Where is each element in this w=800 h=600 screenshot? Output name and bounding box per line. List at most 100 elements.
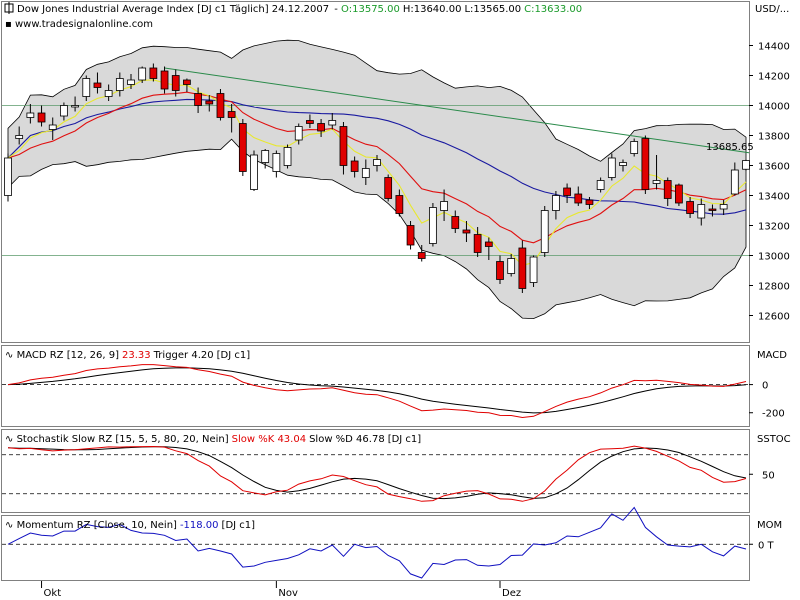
macd-header: ∿ MACD RZ [12, 26, 9] 23.33 Trigger 4.20 [D… bbox=[5, 350, 787, 361]
price-y-tick-label: 14200 bbox=[758, 72, 790, 83]
candle-body-down bbox=[227, 111, 236, 118]
stochastic-title: ∿ Stochastik Slow RZ [15, 5, 5, 80, 20, … bbox=[5, 434, 421, 445]
candle-body-up bbox=[742, 160, 750, 170]
price-y-tick-label: 13400 bbox=[758, 192, 790, 203]
price-header: Dow Jones Industrial Average Index [DJ c… bbox=[4, 2, 789, 30]
price-y-tick-label: 13600 bbox=[758, 162, 790, 173]
macd-y-tick-label: -200 bbox=[762, 409, 785, 420]
candle-body-down bbox=[317, 123, 325, 132]
candle-body-up bbox=[250, 154, 258, 190]
momentum-header: ∿ Momentum RZ [Close, 10, Nein] -118.00 [D… bbox=[5, 520, 782, 531]
macd-panel-frame bbox=[1, 345, 750, 427]
momentum-line bbox=[7, 506, 747, 579]
candle bbox=[149, 63, 158, 82]
candle bbox=[540, 206, 549, 257]
candle-body-up bbox=[60, 105, 68, 117]
candle bbox=[395, 189, 404, 217]
candle bbox=[71, 96, 79, 112]
trendline bbox=[164, 67, 750, 154]
candle bbox=[317, 119, 325, 137]
x-axis-label: Nov bbox=[278, 588, 298, 599]
candle-body-up bbox=[328, 120, 337, 126]
candle-body-up bbox=[440, 201, 448, 211]
candle-body-down bbox=[384, 177, 393, 199]
price-unit-label: USD/... bbox=[755, 4, 789, 15]
stochastic-panel: 50 bbox=[2, 445, 775, 502]
candle-body-up bbox=[82, 78, 91, 97]
candle-body-up bbox=[361, 168, 370, 178]
candle-body-down bbox=[663, 180, 672, 199]
candle bbox=[429, 203, 437, 247]
candle bbox=[194, 87, 202, 113]
watermark: ▪ www.tradesignalonline.com bbox=[5, 19, 153, 30]
candle-body-up bbox=[104, 90, 113, 97]
candle-body-up bbox=[552, 195, 560, 211]
candle-body-up bbox=[373, 159, 381, 166]
candle-body-up bbox=[115, 78, 124, 91]
candle-body-down bbox=[149, 67, 158, 79]
candle-body-up bbox=[507, 258, 516, 274]
candle bbox=[742, 159, 750, 171]
candle-body-down bbox=[462, 229, 471, 234]
candle bbox=[652, 155, 661, 190]
candle bbox=[48, 117, 57, 140]
candle-body-down bbox=[160, 70, 169, 90]
candle bbox=[205, 95, 214, 112]
candle-body-down bbox=[641, 138, 650, 190]
candle bbox=[675, 183, 683, 206]
candle-body-down bbox=[205, 100, 214, 105]
candle bbox=[373, 155, 381, 172]
candle bbox=[484, 237, 493, 260]
candle bbox=[26, 104, 35, 124]
candle-body-up bbox=[619, 162, 627, 166]
candle-body-down bbox=[183, 79, 191, 85]
candle bbox=[261, 149, 270, 169]
sma-mid-line bbox=[7, 91, 747, 244]
price-y-tick-label: 13800 bbox=[758, 132, 790, 143]
momentum-unit-label: MOM bbox=[757, 520, 782, 531]
price-y-tick-label: 13200 bbox=[758, 222, 790, 233]
candle bbox=[552, 191, 560, 220]
candle-body-down bbox=[484, 241, 493, 247]
stochastic-header: ∿ Stochastik Slow RZ [15, 5, 5, 80, 20, … bbox=[5, 434, 791, 445]
candle-body-down bbox=[339, 126, 348, 166]
momentum-y-tick-label: 0 T bbox=[758, 540, 775, 551]
candle bbox=[82, 75, 91, 101]
candle bbox=[563, 183, 571, 203]
candle bbox=[328, 113, 337, 130]
x-axis-label: Okt bbox=[44, 588, 62, 599]
candle bbox=[15, 126, 24, 145]
price-y-tick-label: 12800 bbox=[758, 282, 790, 293]
candle-body-down bbox=[194, 93, 202, 106]
candle bbox=[93, 72, 102, 94]
candle bbox=[171, 69, 180, 97]
candle-body-up bbox=[294, 126, 303, 141]
candle bbox=[406, 221, 415, 250]
candle-body-down bbox=[518, 247, 527, 289]
x-axis: Okt Nov Dez bbox=[41, 581, 521, 599]
candle bbox=[708, 204, 717, 217]
x-axis-label: Dez bbox=[502, 588, 521, 599]
candle-body-up bbox=[283, 147, 292, 166]
candle bbox=[462, 221, 471, 242]
candle bbox=[138, 66, 147, 83]
candle bbox=[384, 174, 393, 202]
candle bbox=[183, 78, 191, 92]
candle bbox=[339, 122, 348, 175]
candle-body-up bbox=[48, 124, 57, 130]
momentum-panel-frame bbox=[1, 515, 750, 581]
candle bbox=[730, 162, 739, 196]
macd-unit-label: MACD bbox=[757, 350, 787, 361]
trendline-value-label: 13685.65 bbox=[706, 142, 754, 153]
candle bbox=[238, 119, 247, 176]
macd-y-tick-label: 0 bbox=[762, 381, 768, 392]
stochastic-k-line bbox=[7, 445, 747, 502]
candle-body-up bbox=[71, 105, 79, 108]
candle-body-up bbox=[630, 141, 639, 154]
candle-body-down bbox=[473, 234, 482, 253]
macd-panel: 0 -200 bbox=[2, 364, 785, 420]
candle bbox=[294, 123, 303, 145]
price-y-tick-label: 13000 bbox=[758, 252, 790, 263]
candle bbox=[697, 198, 706, 226]
